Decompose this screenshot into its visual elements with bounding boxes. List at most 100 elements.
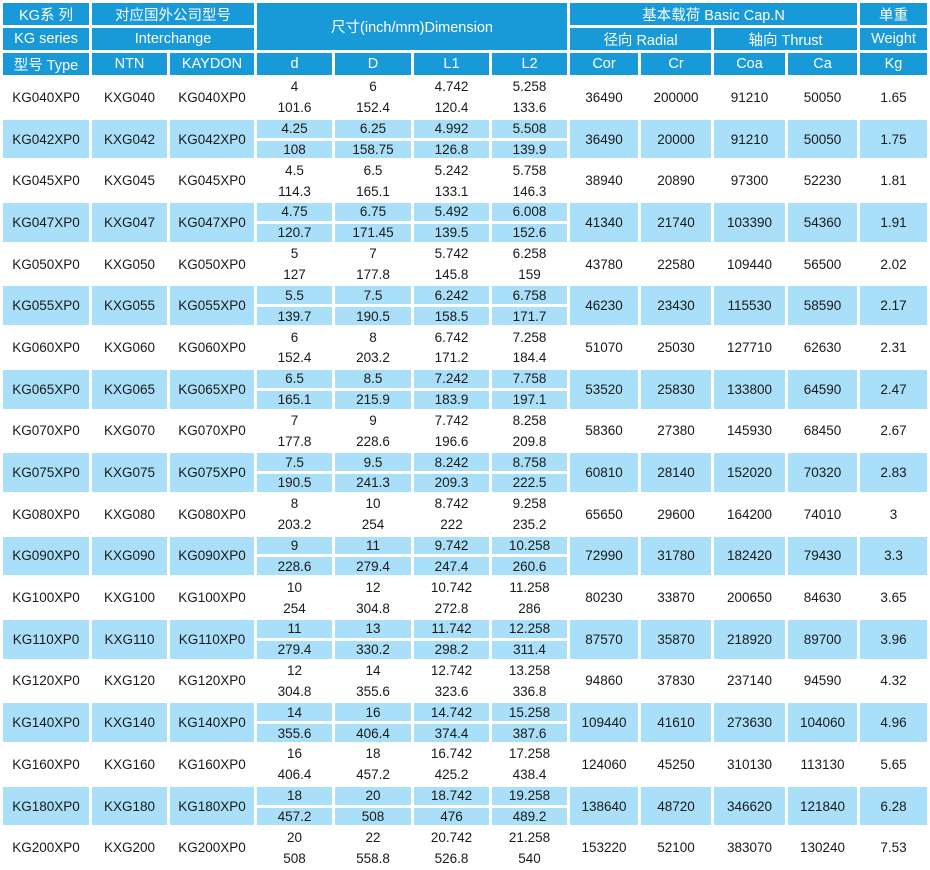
cell-type: KG055XP0: [3, 286, 89, 326]
cell-dim-d: 20 508: [257, 828, 332, 867]
cell-weight: 5.65: [880, 756, 907, 772]
dim-inch-value: 9.742: [414, 537, 489, 558]
dim-inch-value: 17.258: [508, 746, 551, 762]
cell-cor: 36490: [570, 119, 639, 159]
dim-values: 7 177.8: [335, 245, 411, 284]
header-dimension-title: 尺寸(inch/mm)Dimension: [257, 3, 568, 50]
cell-type: KG110XP0: [3, 619, 89, 659]
dim-mm-value: 139.9: [512, 141, 547, 157]
dim-mm-value: 540: [518, 850, 541, 866]
cell-dim-L1: 12.742 323.6: [414, 662, 489, 701]
cell-dim-d: 14 355.6: [257, 703, 332, 742]
dim-inch-value: 12: [286, 663, 303, 679]
cell-ntn: KXG120: [103, 673, 156, 689]
cell-ca: 84630: [803, 590, 842, 606]
dim-values: 6.5 165.1: [335, 161, 411, 200]
dim-values: 10 254: [257, 578, 332, 617]
dim-mm-value: 108: [283, 141, 306, 157]
dim-mm-value: 323.6: [434, 683, 469, 699]
dim-mm-value: 139.7: [277, 308, 312, 324]
dim-inch-value: 5.242: [434, 162, 469, 178]
cell-ca: 121840: [788, 786, 858, 826]
dim-inch-value: 11: [257, 620, 332, 641]
dim-inch-value: 6.008: [492, 203, 568, 224]
cell-dim-D: 6 152.4: [335, 78, 411, 117]
cell-weight: 1.91: [860, 203, 928, 242]
table-header: KG系 列 对应国外公司型号 尺寸(inch/mm)Dimension 基本载荷…: [3, 3, 928, 75]
dim-values: 9 228.6: [335, 412, 411, 451]
cell-ca: 130240: [799, 840, 846, 856]
dim-inch-value: 13.258: [508, 663, 551, 679]
cell-cr: 41610: [641, 703, 712, 742]
dim-mm-value: 165.1: [356, 183, 390, 199]
cell-weight: 4.96: [860, 703, 928, 742]
cell-type: KG065XP0: [3, 369, 89, 409]
dim-mm-value: 197.1: [512, 392, 547, 408]
cell-dim-D: 18 457.2: [335, 745, 411, 784]
dim-values: 5.492 139.5: [414, 203, 489, 242]
cell-cr: 25030: [657, 339, 695, 355]
cell-cor: 72990: [570, 536, 639, 576]
dim-mm-value: 254: [283, 600, 306, 616]
header-col-coa: Coa: [714, 53, 786, 75]
dim-mm-value: 120.4: [434, 100, 469, 116]
dim-inch-value: 20.742: [430, 829, 473, 845]
cell-coa: 145930: [726, 423, 773, 439]
dim-inch-value: 18: [257, 787, 332, 808]
dim-mm-value: 145.8: [434, 267, 469, 283]
dim-values: 8.258 209.8: [492, 412, 567, 451]
cell-dim-D: 20 508: [335, 786, 411, 826]
cell-dim-d: 11 279.4: [257, 619, 332, 659]
dim-inch-value: 6.25: [335, 120, 411, 141]
dim-mm-value: 127: [283, 267, 306, 283]
cell-coa: 109440: [726, 256, 773, 272]
dim-values: 4.25 108: [257, 120, 332, 159]
cell-ntn: KXG110: [92, 619, 167, 659]
cell-ca: 70320: [788, 453, 858, 492]
dim-mm-value: 457.2: [356, 767, 390, 783]
dim-inch-value: 10: [286, 579, 303, 595]
dim-values: 6.742 171.2: [414, 328, 489, 367]
dim-inch-value: 10.258: [492, 537, 568, 558]
table-row: KG180XP0 KXG180 KG180XP0 18 457.2 20 508 18.742…: [3, 786, 928, 826]
header-col-kg: Kg: [860, 53, 928, 75]
dim-mm-value: 438.4: [512, 767, 547, 783]
dim-values: 4.742 120.4: [414, 78, 489, 117]
cell-dim-L1: 6.242 158.5: [414, 286, 489, 326]
cell-ntn: KXG070: [103, 423, 156, 439]
dim-mm-value: 133.6: [512, 100, 547, 116]
cell-dim-L1: 7.242 183.9: [414, 369, 489, 409]
header-col-L2: L2: [492, 53, 568, 75]
dim-values: 6.758 171.7: [492, 286, 568, 325]
dim-values: 10.742 272.8: [414, 578, 489, 617]
table-row: KG160XP0 KXG160 KG160XP0 16 406.4 18 457.2 16.7…: [3, 745, 927, 784]
cell-dim-L2: 13.258 336.8: [492, 662, 567, 701]
cell-ntn: KXG060: [103, 339, 156, 355]
cell-kaydon: KG140XP0: [170, 703, 254, 742]
dim-inch-value: 7.242: [414, 370, 489, 391]
cell-cr: 21740: [641, 203, 712, 242]
cell-dim-L2: 17.258 438.4: [492, 745, 567, 784]
dim-mm-value: 203.2: [356, 350, 390, 366]
cell-weight: 2.67: [880, 423, 907, 439]
cell-coa: 310130: [726, 756, 773, 772]
cell-cor: 46230: [570, 286, 639, 326]
dim-inch-value: 6.758: [492, 286, 568, 308]
dim-inch-value: 7.5: [257, 453, 332, 475]
dim-values: 14 355.6: [335, 662, 411, 701]
dim-mm-value: 139.5: [434, 225, 469, 241]
dim-values: 10.258 260.6: [492, 537, 568, 576]
dim-values: 8.242 209.3: [414, 453, 489, 492]
cell-dim-D: 6.75 171.45: [335, 203, 411, 242]
cell-ca: 56500: [803, 256, 842, 272]
cell-kaydon: KG050XP0: [178, 256, 246, 272]
cell-kaydon: KG045XP0: [178, 173, 246, 189]
cell-kaydon: KG080XP0: [178, 506, 246, 522]
dim-inch-value: 14: [257, 703, 332, 725]
cell-dim-D: 8.5 215.9: [335, 369, 411, 409]
cell-ca: 104060: [788, 703, 858, 742]
dim-mm-value: 279.4: [356, 558, 390, 574]
dim-inch-value: 20: [286, 829, 303, 845]
dim-inch-value: 7.5: [335, 286, 411, 308]
